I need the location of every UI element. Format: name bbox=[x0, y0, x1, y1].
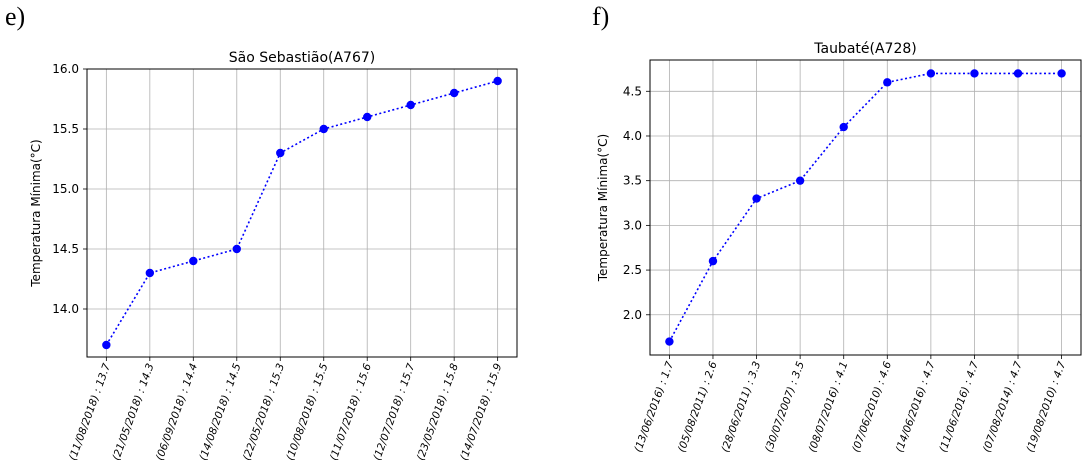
x-tick-label: (21/05/2018) : 14.3 bbox=[110, 362, 156, 462]
x-tick-label: (11/07/2018) : 15.6 bbox=[328, 362, 374, 463]
data-point bbox=[145, 268, 155, 278]
x-tick-label: (14/08/2018) : 14.5 bbox=[197, 362, 243, 463]
data-point bbox=[926, 69, 936, 78]
y-tick-label: 14.0 bbox=[52, 302, 79, 316]
data-point bbox=[363, 112, 372, 122]
x-tick-label: (19/08/2010) : 4.7 bbox=[1024, 360, 1068, 454]
series-line bbox=[105, 80, 498, 346]
x-tick-label: (11/08/2018) : 13.7 bbox=[67, 362, 113, 463]
y-tick-label: 14.5 bbox=[52, 242, 79, 256]
x-tick-label: (22/05/2018) : 15.3 bbox=[241, 362, 287, 462]
y-tick-label: 16.0 bbox=[52, 62, 79, 76]
chart-1: 14.0 14.5 15.0 15.5 16.0 São Sebastião(A767) T… bbox=[29, 50, 518, 463]
y-tick-label: 2.0 bbox=[623, 308, 642, 322]
x-tick-label: (05/08/2011) : 2.6 bbox=[676, 360, 720, 454]
data-point bbox=[232, 244, 241, 254]
y-tick-label: 4.0 bbox=[623, 129, 642, 143]
data-point bbox=[708, 256, 718, 266]
data-point bbox=[839, 122, 848, 132]
plot-frame bbox=[649, 59, 1082, 356]
series-line bbox=[668, 72, 1062, 342]
x-tick-label: (06/09/2018) : 14.4 bbox=[154, 362, 200, 462]
x-tick-label: (23/05/2018) : 15.8 bbox=[415, 362, 461, 463]
panel-label-e: e) bbox=[5, 2, 26, 31]
data-point bbox=[493, 76, 502, 86]
data-point bbox=[276, 148, 285, 158]
y-axis-label: Temperatura Mínima(°C) bbox=[29, 139, 43, 287]
y-tick-label: 2.5 bbox=[623, 263, 642, 277]
data-point bbox=[795, 176, 805, 185]
x-tick-label: (30/07/2007) : 3.5 bbox=[763, 360, 807, 454]
x-tick-label: (08/07/2016) : 4.1 bbox=[807, 360, 851, 454]
y-tick-label: 3.0 bbox=[623, 218, 642, 232]
chart-2: 2.0 2.5 3.0 3.5 4.0 4.5 Taubaté(A728) Temperatu… bbox=[596, 41, 1082, 454]
data-point bbox=[189, 256, 198, 266]
data-point bbox=[319, 124, 328, 134]
x-tick-label: (14/07/2018) : 15.9 bbox=[458, 362, 504, 463]
chart-title: São Sebastião(A767) bbox=[229, 50, 376, 66]
x-tick-label: (13/06/2016) : 1.7 bbox=[632, 360, 676, 454]
x-tick-label: (14/06/2016) : 4.7 bbox=[894, 360, 938, 454]
x-tick-label: (28/06/2011) : 3.3 bbox=[719, 360, 763, 454]
y-tick-label: 15.0 bbox=[52, 182, 79, 196]
data-point bbox=[1013, 69, 1023, 78]
plot-frame bbox=[86, 68, 518, 358]
x-tick-label: (12/07/2018) : 15.7 bbox=[371, 362, 417, 463]
y-tick-label: 4.5 bbox=[623, 84, 642, 98]
data-point bbox=[102, 340, 111, 350]
data-point bbox=[665, 337, 674, 346]
y-tick-label: 3.5 bbox=[623, 174, 642, 188]
x-tick-label: (07/08/2014) : 4.7 bbox=[981, 360, 1025, 454]
data-point bbox=[752, 194, 761, 203]
x-tick-label: (10/08/2018) : 15.5 bbox=[284, 362, 330, 463]
chart-title: Taubaté(A728) bbox=[813, 41, 916, 57]
data-point bbox=[970, 69, 979, 78]
y-tick-label: 15.5 bbox=[52, 122, 79, 136]
y-axis-label: Temperatura Mínima(°C) bbox=[596, 134, 610, 282]
data-point bbox=[883, 78, 892, 87]
x-tick-label: (11/06/2016) : 4.7 bbox=[937, 360, 981, 454]
panel-label-f: f) bbox=[592, 2, 610, 31]
data-point bbox=[406, 100, 415, 110]
data-point bbox=[449, 88, 459, 98]
x-tick-label: (07/06/2010) : 4.6 bbox=[850, 360, 894, 454]
data-point bbox=[1057, 69, 1066, 78]
